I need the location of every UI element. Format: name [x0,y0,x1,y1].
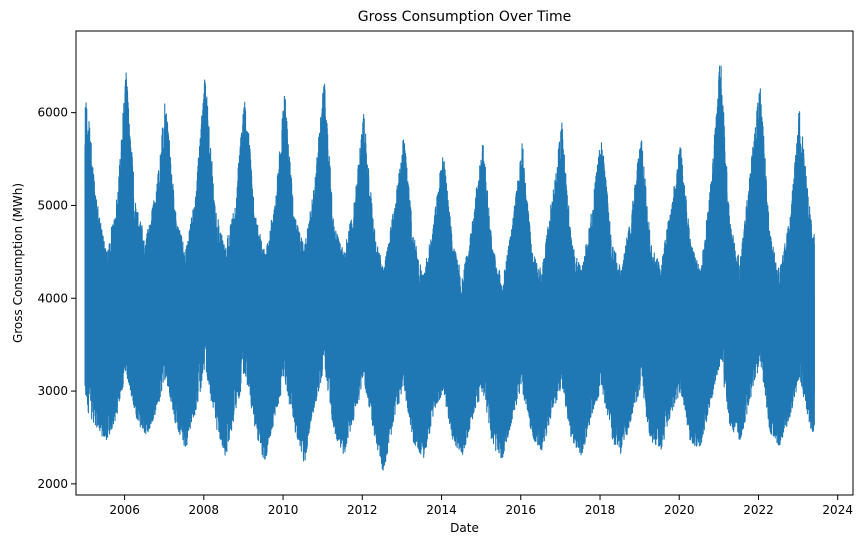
x-tick-label: 2016 [505,503,536,517]
y-tick-label: 5000 [37,198,68,212]
x-tick-label: 2008 [189,503,220,517]
plot-area [75,30,854,496]
series-line [84,65,815,471]
y-tick-label: 6000 [37,106,68,120]
series-layer [84,65,815,471]
x-tick-label: 2020 [664,503,695,517]
x-tick-label: 2010 [268,503,299,517]
chart-title: Gross Consumption Over Time [358,9,571,25]
x-axis: 2006 2008 2010 2012 2014 2016 2018 2020 2022 2024 [109,495,853,517]
y-axis: 2000 3000 4000 5000 6000 [37,106,76,491]
plot-frame [75,30,854,496]
x-tick-label: 2014 [426,503,457,517]
x-tick-label: 2022 [743,503,774,517]
x-tick-label: 2018 [585,503,616,517]
y-tick-label: 4000 [37,291,68,305]
x-axis-label: Date [450,521,479,535]
x-tick-label: 2006 [109,503,140,517]
y-tick-label: 2000 [37,477,68,491]
y-tick-label: 3000 [37,384,68,398]
y-axis-label: Gross Consumption (MWh) [11,183,25,343]
x-tick-label: 2012 [347,503,378,517]
x-tick-label: 2024 [822,503,853,517]
